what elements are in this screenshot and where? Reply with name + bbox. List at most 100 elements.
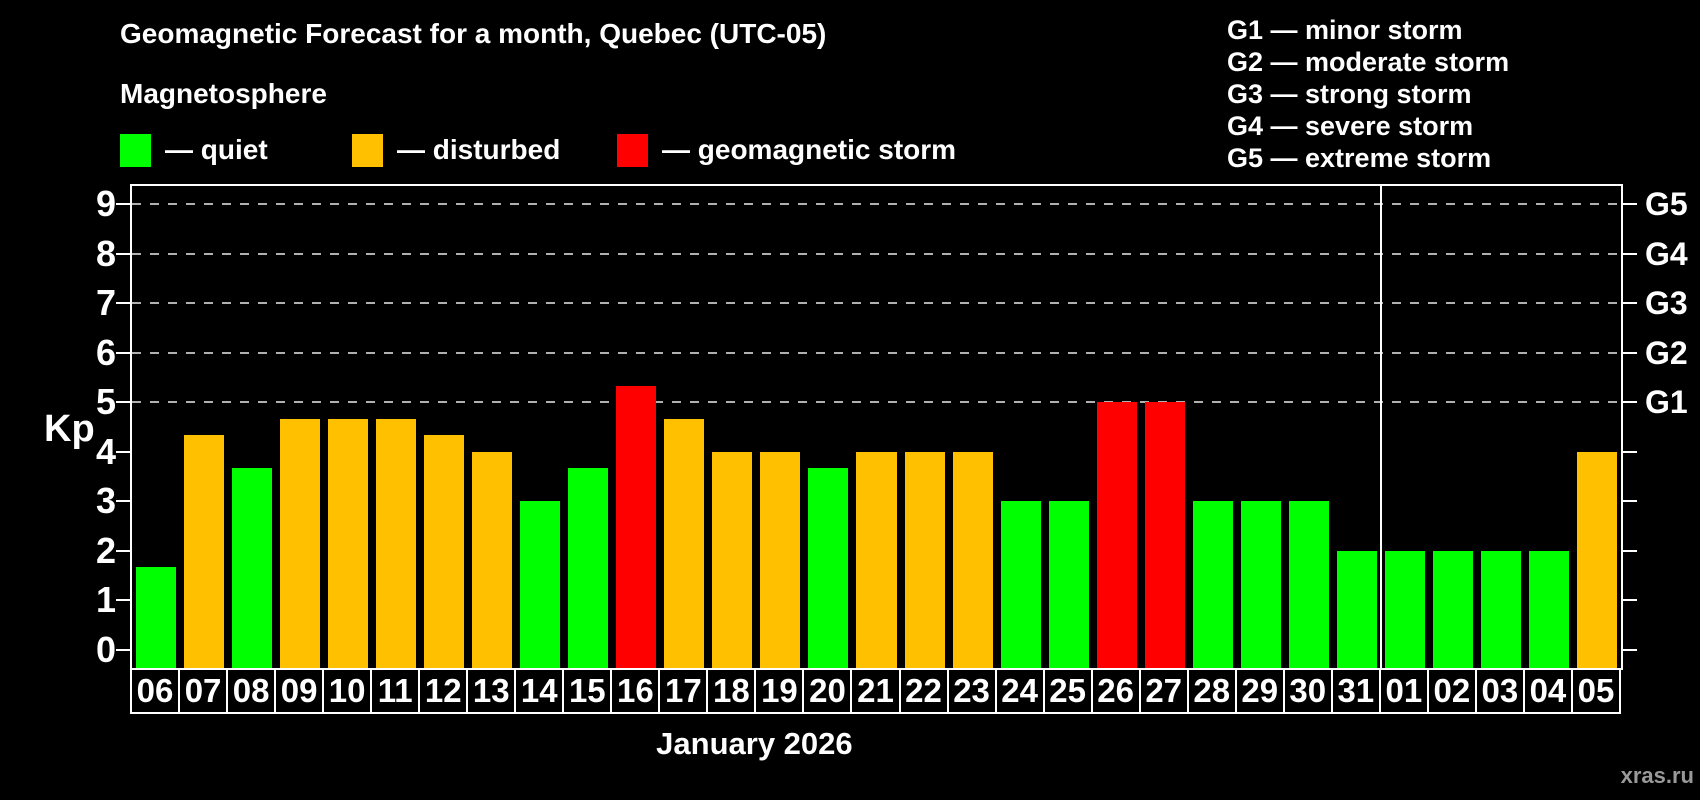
right-axis-tick-6 [1623, 351, 1637, 354]
gridline-kp9 [132, 203, 1621, 205]
left-axis-tick-5 [116, 401, 130, 404]
watermark: xras.ru [1620, 763, 1694, 788]
day-label-06: 06 [130, 668, 181, 714]
kp-bar-day-22 [904, 451, 945, 668]
kp-bar-day-26 [1096, 402, 1137, 668]
day-label-24: 24 [994, 668, 1045, 714]
day-label-09: 09 [274, 668, 325, 714]
left-axis-label-7: 7 [95, 282, 116, 324]
day-label-07: 07 [178, 668, 229, 714]
kp-bar-day-20 [808, 468, 849, 668]
day-label-22: 22 [898, 668, 949, 714]
kp-bar-day-04 [1528, 550, 1569, 668]
left-axis-tick-9 [116, 203, 130, 205]
day-label-11: 11 [370, 668, 421, 714]
day-label-18: 18 [706, 668, 757, 714]
right-axis-label-g5: G5 [1645, 186, 1688, 222]
kp-bar-day-07 [184, 435, 225, 668]
right-axis-tick-9 [1623, 203, 1637, 205]
day-label-15: 15 [562, 668, 613, 714]
day-label-04: 04 [1522, 668, 1573, 714]
day-label-12: 12 [418, 668, 469, 714]
kp-bar-day-11 [376, 418, 417, 668]
legend-label-quiet: — quiet [165, 134, 268, 165]
right-axis-label-g1: G1 [1645, 384, 1688, 421]
day-label-13: 13 [466, 668, 517, 714]
right-axis-tick-0 [1623, 649, 1637, 651]
kp-bar-day-18 [712, 451, 753, 668]
gridline-kp7 [132, 302, 1621, 305]
right-axis-tick-1 [1623, 599, 1637, 602]
kp-bar-day-31 [1336, 550, 1377, 668]
legend-item-storm: — geomagnetic storm [617, 133, 956, 167]
left-axis-tick-3 [116, 500, 130, 503]
chart-title: Geomagnetic Forecast for a month, Quebec… [120, 18, 827, 49]
right-axis-tick-7 [1623, 302, 1637, 305]
legend-label-disturbed: — disturbed [397, 134, 561, 165]
kp-bar-day-30 [1288, 501, 1329, 668]
kp-bar-day-02 [1432, 550, 1473, 668]
left-axis-label-0: 0 [95, 629, 116, 670]
kp-bar-day-17 [664, 418, 705, 668]
gridline-kp5 [132, 401, 1621, 404]
right-axis-tick-5 [1623, 401, 1637, 404]
day-label-19: 19 [754, 668, 805, 714]
day-label-25: 25 [1042, 668, 1093, 714]
kp-bar-day-10 [328, 418, 369, 668]
day-label-31: 31 [1330, 668, 1381, 714]
day-label-21: 21 [850, 668, 901, 714]
legend-item-quiet: — quiet [120, 133, 268, 167]
g4-legend-line: G4 — severe storm [1227, 111, 1474, 141]
g3-legend-line: G3 — strong storm [1227, 79, 1472, 109]
day-label-03: 03 [1474, 668, 1525, 714]
kp-bar-day-16 [616, 385, 657, 668]
day-label-14: 14 [514, 668, 565, 714]
kp-bar-day-06 [136, 567, 177, 668]
plot-inner [132, 186, 1621, 668]
right-axis-label-g2: G2 [1645, 334, 1688, 371]
left-axis-tick-2 [116, 549, 130, 552]
left-axis-tick-7 [116, 302, 130, 305]
day-label-27: 27 [1138, 668, 1189, 714]
kp-axis-title: Kp [44, 408, 95, 450]
kp-bar-day-19 [760, 451, 801, 668]
legend-item-disturbed: — disturbed [352, 133, 560, 167]
kp-bar-day-28 [1192, 501, 1233, 668]
day-label-17: 17 [658, 668, 709, 714]
kp-bar-day-29 [1240, 501, 1281, 668]
kp-bar-day-01 [1384, 550, 1425, 668]
left-axis-label-8: 8 [95, 232, 116, 274]
left-axis-tick-4 [116, 450, 130, 453]
day-label-30: 30 [1282, 668, 1333, 714]
left-axis-label-4: 4 [95, 430, 116, 472]
gridline-kp6 [132, 351, 1621, 354]
month-label: January 2026 [656, 726, 853, 761]
kp-bar-day-15 [568, 468, 609, 668]
kp-bar-day-09 [280, 418, 321, 668]
kp-bar-day-05 [1576, 451, 1617, 668]
left-axis-tick-1 [116, 599, 130, 602]
left-axis-tick-8 [116, 252, 130, 255]
day-label-05: 05 [1570, 668, 1621, 714]
left-axis-label-1: 1 [95, 579, 116, 621]
kp-bar-day-25 [1048, 501, 1089, 668]
day-label-16: 16 [610, 668, 661, 714]
kp-bar-day-24 [1000, 501, 1041, 668]
day-label-08: 08 [226, 668, 277, 714]
kp-bar-day-12 [424, 435, 465, 668]
quiet-swatch-icon [120, 133, 151, 167]
right-axis-tick-8 [1623, 252, 1637, 255]
g5-legend-line: G5 — extreme storm [1227, 143, 1492, 173]
plot-area [130, 184, 1623, 670]
kp-bar-day-03 [1480, 550, 1521, 668]
left-axis-label-3: 3 [95, 480, 116, 522]
day-label-29: 29 [1234, 668, 1285, 714]
kp-bar-day-23 [952, 451, 993, 668]
storm-scale-legend: G1 — minor storm G2 — moderate storm G3 … [1227, 14, 1509, 174]
right-axis-tick-4 [1623, 450, 1637, 453]
day-label-26: 26 [1090, 668, 1141, 714]
left-axis-label-6: 6 [95, 331, 116, 373]
right-axis-label-g4: G4 [1645, 235, 1688, 272]
left-axis-label-2: 2 [95, 529, 116, 571]
